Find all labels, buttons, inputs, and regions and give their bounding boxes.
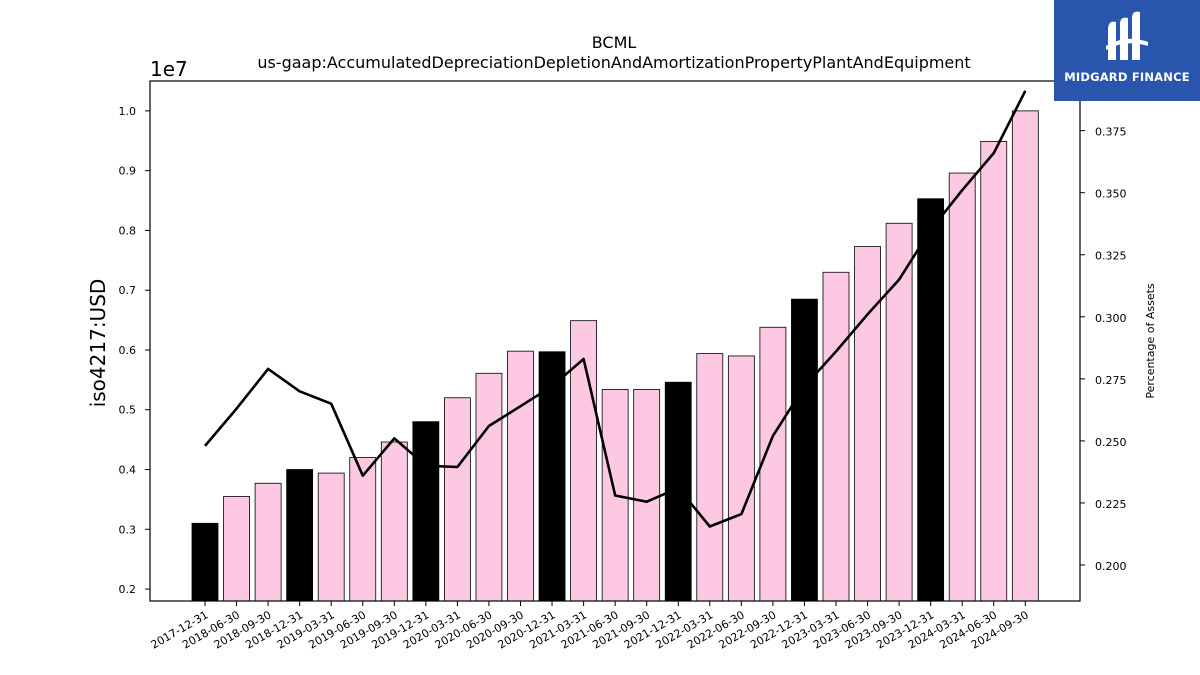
y-tick-label: 0.6	[119, 344, 137, 357]
bar-2023-03-31	[822, 271, 850, 602]
y2-axis-label: Percentage of Assets	[1144, 283, 1157, 399]
y2-tick-label: 0.300	[1095, 312, 1127, 325]
y2-tick-label: 0.225	[1095, 498, 1127, 511]
bar-2020-03-31	[443, 397, 471, 602]
y-tick-label: 0.3	[119, 523, 137, 536]
y-tick-label: 0.9	[119, 165, 137, 178]
y2-tick-label: 0.275	[1095, 374, 1127, 387]
bar-2019-09-30	[380, 441, 408, 602]
midgard-finance-logo: MIDGARD FINANCE	[1054, 0, 1200, 101]
bar-2018-12-31	[286, 469, 314, 602]
y-tick-label: 0.8	[119, 224, 137, 237]
bar-2019-03-31	[317, 472, 345, 602]
midgard-logo-mark-icon	[1106, 11, 1148, 61]
chart-subtitle: us-gaap:AccumulatedDepreciationDepletion…	[257, 53, 970, 72]
y-tick-label: 0.4	[119, 464, 137, 477]
x-axis-ticks: 2017-12-312018-06-302018-09-302018-12-31…	[149, 601, 1031, 652]
y2-tick-label: 0.250	[1095, 436, 1127, 449]
bar-2017-12-31	[191, 522, 219, 602]
bar-2019-12-31	[412, 421, 440, 602]
line-series	[204, 90, 1027, 528]
y2-tick-label: 0.200	[1095, 560, 1127, 573]
bar-series	[191, 110, 1039, 602]
bar-2023-12-31	[917, 198, 945, 602]
bar-2020-09-30	[507, 350, 534, 602]
bar-2022-06-30	[727, 355, 755, 602]
bar-2018-06-30	[223, 496, 250, 602]
y2-tick-label: 0.375	[1095, 126, 1127, 139]
y-tick-label: 0.2	[119, 583, 137, 596]
bar-2020-06-30	[475, 372, 503, 602]
bar-2021-09-30	[633, 389, 661, 602]
y2-axis-ticks: 0.200 0.225 0.250 0.275 0.300 0.325 0.350 0.375	[1080, 126, 1127, 573]
bar-2019-06-30	[349, 457, 377, 602]
bar-2023-09-30	[885, 222, 913, 602]
bar-2020-12-31	[538, 351, 566, 602]
y-axis-label: iso4217:USD	[86, 279, 110, 408]
y-tick-label: 0.5	[119, 404, 137, 417]
bar-2024-06-30	[980, 140, 1008, 602]
chart-title: BCML	[592, 33, 637, 52]
y-tick-label: 1.0	[119, 105, 137, 118]
y-tick-label: 0.7	[119, 284, 137, 297]
plot-frame	[149, 80, 1081, 602]
bar-2024-03-31	[948, 172, 976, 602]
logo-text: MIDGARD FINANCE	[1064, 70, 1190, 84]
bar-2024-09-30	[1011, 110, 1039, 602]
y2-tick-label: 0.350	[1095, 188, 1127, 201]
bar-2022-03-31	[696, 353, 724, 602]
y-axis-exponent: 1e7	[150, 57, 188, 81]
percentage-of-assets-line	[204, 90, 1027, 528]
bar-2023-06-30	[854, 246, 881, 602]
bar-2022-12-31	[791, 298, 818, 602]
bar-2018-09-30	[254, 482, 282, 602]
y2-tick-label: 0.325	[1095, 250, 1127, 263]
bar-2022-09-30	[759, 326, 787, 602]
y-axis-ticks: 0.2 0.3 0.4 0.5 0.6 0.7 0.8 0.9 1.0	[119, 105, 150, 596]
